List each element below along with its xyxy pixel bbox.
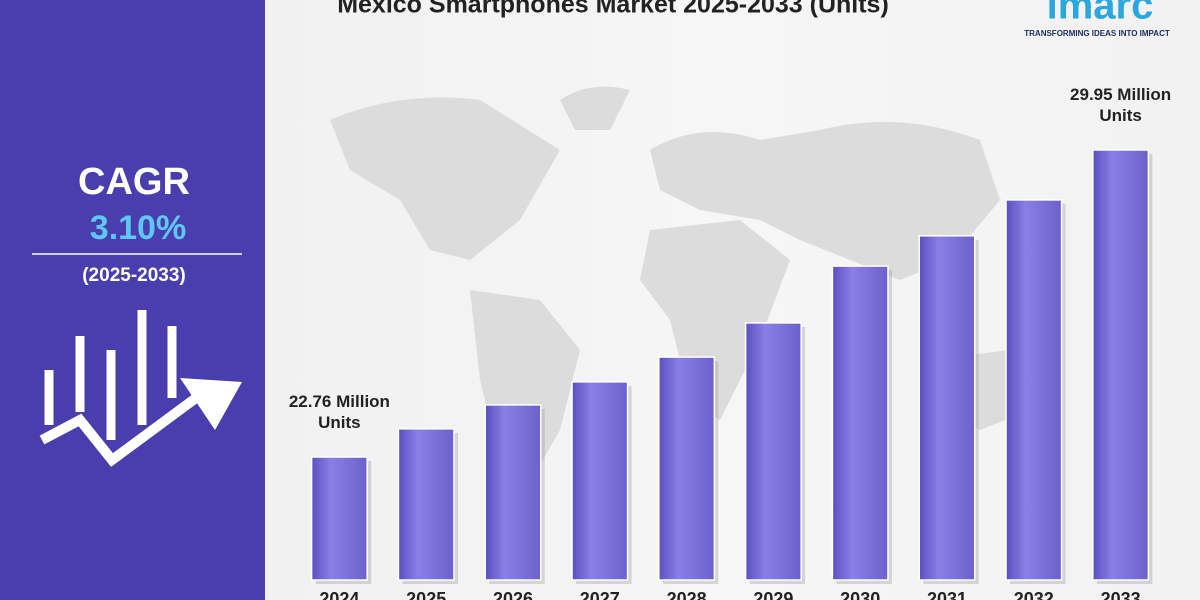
bar: [1005, 199, 1063, 581]
bar: [744, 322, 802, 581]
value-label: 29.95 Million Units: [1070, 84, 1172, 125]
bar: [918, 235, 976, 581]
bar: [831, 265, 889, 581]
cagr-value: 3.10%: [90, 209, 186, 247]
x-tick-label: 2033: [1101, 589, 1141, 600]
x-tick-label: 2027: [580, 589, 620, 600]
bar: [658, 356, 716, 581]
cagr-period: (2025-2033): [82, 265, 186, 286]
growth-icon: [39, 310, 203, 467]
value-label: 22.76 Million Units: [288, 392, 390, 432]
x-tick-label: 2028: [667, 589, 707, 600]
x-tick-label: 2031: [927, 589, 967, 600]
x-tick-label: 2029: [753, 589, 793, 600]
x-tick-label: 2024: [319, 589, 359, 600]
arrow-head: [180, 378, 242, 430]
cagr-label: CAGR: [78, 161, 190, 203]
x-tick-label: 2025: [406, 589, 446, 600]
x-tick-label: 2032: [1014, 589, 1054, 600]
bar: [1092, 149, 1150, 581]
bar: [571, 381, 629, 581]
bar: [310, 456, 368, 581]
cagr-panel: [0, 0, 265, 600]
x-tick-label: 2030: [840, 589, 880, 600]
logo-tagline: TRANSFORMING IDEAS INTO IMPACT: [1024, 29, 1170, 38]
chart-title: Mexico Smartphones Market 2025-2033 (Uni…: [337, 0, 889, 19]
bar: [397, 428, 455, 581]
logo-name: imarc: [1047, 0, 1154, 28]
bar: [484, 404, 542, 581]
x-tick-label: 2026: [493, 589, 533, 600]
